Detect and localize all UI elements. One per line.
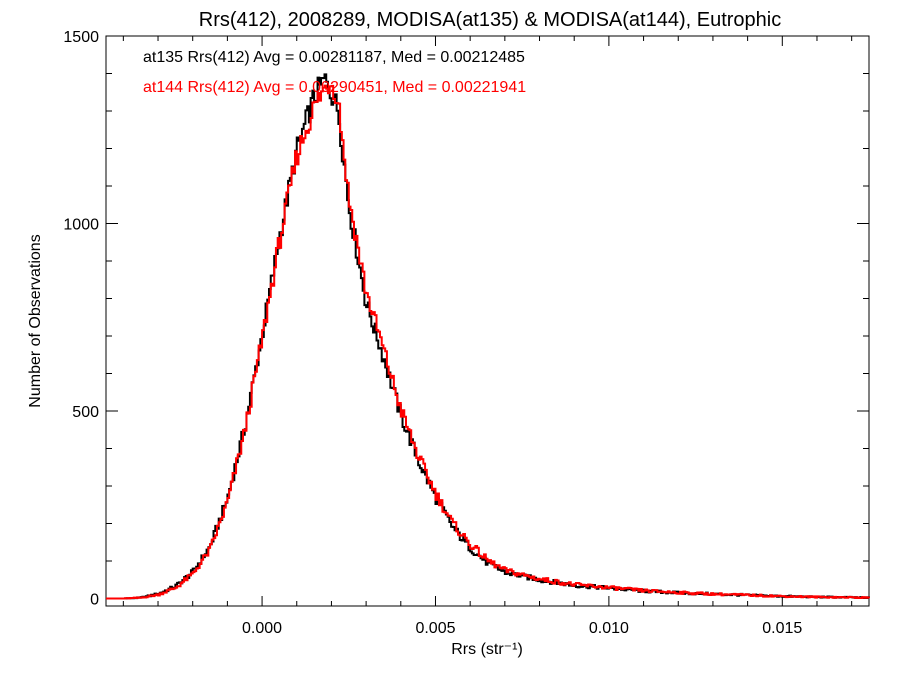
x-tick-label: 0.015 [762,620,802,637]
legend-entry-0: at135 Rrs(412) Avg = 0.00281187, Med = 0… [143,49,525,66]
x-axis-label: Rrs (str⁻¹) [451,641,523,658]
series-line-1 [106,84,870,600]
x-tick-label: 0.005 [415,620,455,637]
y-axis-label: Number of Observations [27,234,44,407]
y-axis-ticks: 0 500 1000 1500 [63,29,869,609]
chart-title: Rrs(412), 2008289, MODISA(at135) & MODIS… [199,9,781,31]
y-tick-label: 1000 [63,217,99,234]
plot-frame [105,35,870,607]
series-layer [106,73,870,600]
x-tick-label: 0.010 [589,620,629,637]
x-tick-label: 0.000 [242,620,282,637]
legend-entry-1: at144 Rrs(412) Avg = 0.00290451, Med = 0… [143,79,526,96]
y-tick-label: 0 [90,592,99,609]
y-tick-label: 500 [72,404,99,421]
x-axis-ticks: 0.000 0.005 0.010 0.015 [122,36,853,637]
y-tick-label: 1500 [63,29,99,46]
